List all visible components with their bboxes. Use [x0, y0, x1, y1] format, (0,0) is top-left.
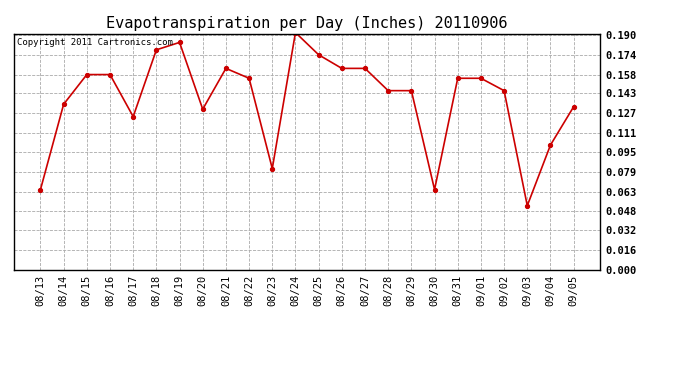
Title: Evapotranspiration per Day (Inches) 20110906: Evapotranspiration per Day (Inches) 2011… [106, 16, 508, 31]
Text: Copyright 2011 Cartronics.com: Copyright 2011 Cartronics.com [17, 39, 172, 48]
